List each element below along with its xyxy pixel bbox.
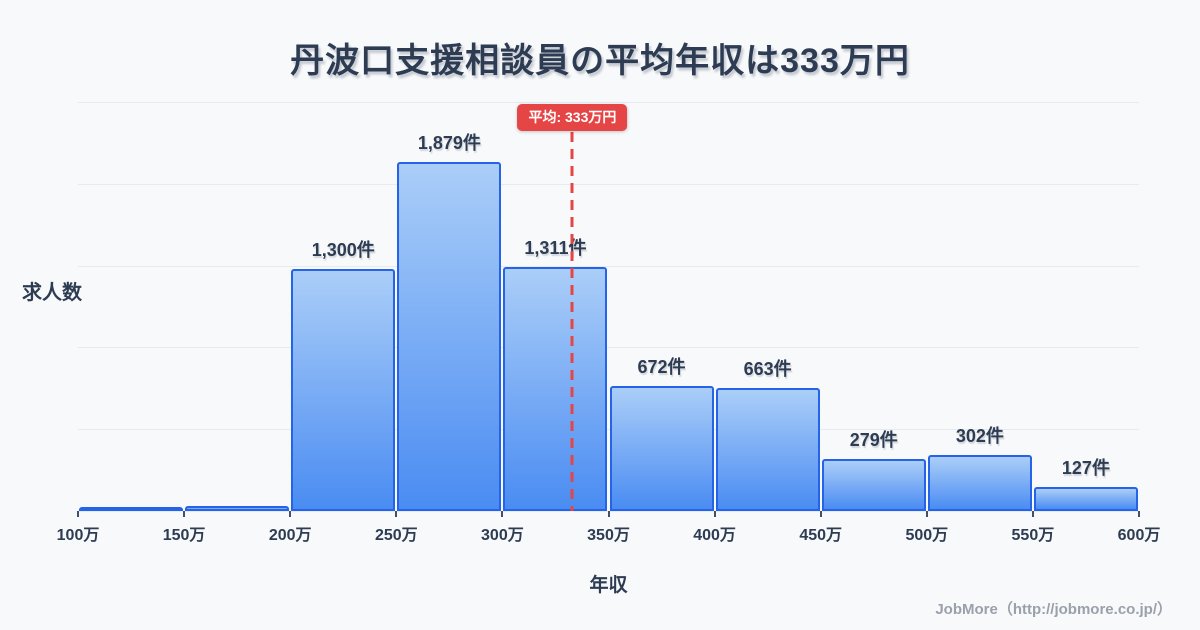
bar-value-label: 1,300件 (311, 240, 375, 261)
bar-value-label: 127件 (1061, 458, 1110, 479)
histogram-bar-250万-300万 (397, 161, 502, 511)
x-axis-tick (819, 511, 822, 517)
footer-credit: JobMore（http://jobmore.co.jp/） (935, 601, 1172, 618)
gridline (78, 183, 1139, 185)
x-axis-tick-label: 300万 (481, 527, 524, 544)
x-axis-tick (183, 511, 186, 517)
x-axis-tick (77, 511, 79, 517)
x-axis-tick-label: 550万 (1011, 527, 1055, 544)
bar-value-label: 672件 (637, 357, 686, 378)
bar-value-label: 1,879件 (417, 132, 481, 153)
histogram-bar-350万-400万 (609, 386, 714, 511)
histogram-bar-100万-150万 (79, 507, 184, 511)
x-axis-tick (713, 511, 716, 517)
histogram-bar-300万-350万 (503, 267, 608, 511)
x-axis-tick (289, 511, 292, 517)
histogram-bar-450万-500万 (821, 459, 926, 511)
plot-area: 平均: 333万円 1,300件 1,879件 1,311件 672件 663件 279件… (57, 102, 1160, 544)
bar-value-label: 663件 (743, 358, 792, 379)
x-axis-tick-label: 350万 (587, 527, 630, 544)
x-axis-tick-label: 250万 (374, 527, 418, 544)
x-axis-tick-label: 150万 (162, 527, 206, 544)
gridline (78, 347, 1139, 349)
x-axis-tick (1138, 511, 1140, 517)
x-axis-tick-label: 450万 (799, 527, 843, 544)
x-axis-tick (395, 511, 398, 517)
histogram-bar-150万-200万 (185, 506, 290, 511)
bar-value-label: 279件 (849, 430, 898, 451)
average-badge: 平均: 333万円 (517, 104, 628, 131)
x-axis-tick-label: 200万 (268, 527, 312, 544)
x-axis-tick (607, 511, 610, 517)
x-axis-tick-label: 500万 (905, 527, 949, 544)
x-axis-tick-label: 100万 (56, 527, 100, 544)
histogram-bar-200万-250万 (291, 269, 396, 511)
chart-title: 丹波口支援相談員の平均年収は333万円 (290, 42, 910, 80)
histogram-bar-500万-550万 (927, 454, 1032, 511)
x-axis-tick (1031, 511, 1034, 517)
x-axis-tick-label: 400万 (693, 527, 736, 544)
bar-value-label: 302件 (955, 425, 1004, 446)
gridline (78, 429, 1139, 431)
x-axis-title: 年収 (589, 575, 628, 596)
average-line (570, 132, 574, 511)
y-axis-title: 求人数 (22, 282, 82, 304)
gridline (78, 265, 1139, 267)
histogram-bar-400万-450万 (715, 387, 820, 511)
x-axis-tick-label: 600万 (1117, 527, 1161, 544)
bar-value-label: 1,311件 (524, 238, 587, 259)
x-axis-tick (501, 511, 504, 517)
histogram-bar-550万-600万 (1033, 487, 1138, 511)
x-axis-tick (925, 511, 928, 517)
gridline (78, 102, 1139, 103)
